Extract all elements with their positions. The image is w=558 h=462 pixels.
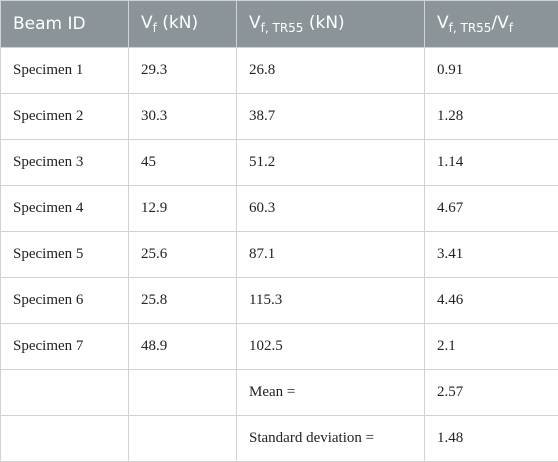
- table-cell: 3.41: [425, 232, 558, 278]
- header-cell: Vf, TR55 (kN): [237, 1, 425, 48]
- header-text: V: [141, 13, 153, 33]
- table-cell: 4.46: [425, 278, 558, 324]
- header-text: V: [249, 13, 261, 33]
- table-cell: Specimen 3: [1, 140, 129, 186]
- table-cell: 2.57: [425, 370, 558, 416]
- table-cell: [1, 416, 129, 462]
- table-cell: Specimen 2: [1, 94, 129, 140]
- table-cell: 29.3: [129, 48, 237, 94]
- table-cell: 12.9: [129, 186, 237, 232]
- table-cell: Specimen 7: [1, 324, 129, 370]
- table-row: Mean =2.57: [1, 370, 558, 416]
- table-cell: 51.2: [237, 140, 425, 186]
- table-cell: 87.1: [237, 232, 425, 278]
- table-cell: Specimen 5: [1, 232, 129, 278]
- table-cell: Specimen 1: [1, 48, 129, 94]
- table-cell: [1, 370, 129, 416]
- table-cell: 115.3: [237, 278, 425, 324]
- table-cell: [129, 416, 237, 462]
- header-subscript: f, TR55: [261, 21, 304, 35]
- table-cell: 102.5: [237, 324, 425, 370]
- table-cell: 2.1: [425, 324, 558, 370]
- table-cell: 0.91: [425, 48, 558, 94]
- header-cell: Vf, TR55/Vf: [425, 1, 558, 48]
- header-text: V: [437, 13, 449, 33]
- table-cell: Mean =: [237, 370, 425, 416]
- table-cell: 45: [129, 140, 237, 186]
- table-cell: 25.8: [129, 278, 237, 324]
- table-cell: Specimen 4: [1, 186, 129, 232]
- table-cell: 60.3: [237, 186, 425, 232]
- table-cell: 30.3: [129, 94, 237, 140]
- header-subscript: f, TR55: [449, 21, 492, 35]
- table-cell: 26.8: [237, 48, 425, 94]
- table-cell: Standard deviation =: [237, 416, 425, 462]
- header-subscript: f: [509, 21, 513, 35]
- table-cell: [129, 370, 237, 416]
- header-text: (kN): [303, 13, 344, 33]
- header-text: /V: [491, 13, 508, 33]
- table-cell: 4.67: [425, 186, 558, 232]
- table-cell: 25.6: [129, 232, 237, 278]
- table-cell: 1.48: [425, 416, 558, 462]
- header-cell: Beam ID: [1, 1, 129, 48]
- table-cell: Specimen 6: [1, 278, 129, 324]
- table-cell: 1.28: [425, 94, 558, 140]
- header-text: Beam ID: [13, 14, 86, 34]
- table-cell: 38.7: [237, 94, 425, 140]
- table-cell: 48.9: [129, 324, 237, 370]
- table-row: Standard deviation =1.48: [1, 416, 558, 462]
- header-text: (kN): [157, 13, 198, 33]
- header-cell: Vf (kN): [129, 1, 237, 48]
- table-cell: 1.14: [425, 140, 558, 186]
